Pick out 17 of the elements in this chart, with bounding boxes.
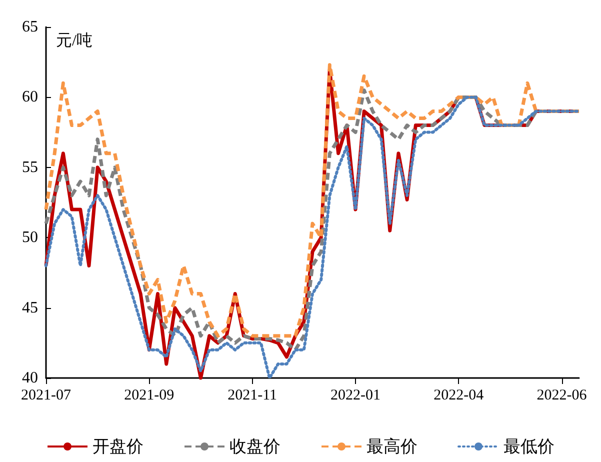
x-tick-label: 2021-11 xyxy=(228,388,278,404)
x-tick-label: 2022-04 xyxy=(434,388,484,404)
legend-label: 开盘价 xyxy=(92,437,144,456)
y-tick-label: 60 xyxy=(22,88,38,106)
legend-label: 最高价 xyxy=(366,437,418,456)
y-tick-label: 50 xyxy=(22,229,38,246)
y-axis-title: 元/吨 xyxy=(56,32,92,50)
legend-label: 收盘价 xyxy=(230,437,280,456)
y-tick-label: 45 xyxy=(22,299,38,316)
legend-label: 最低价 xyxy=(504,437,554,456)
x-tick-label: 2022-06 xyxy=(536,388,588,404)
y-tick-label: 55 xyxy=(22,158,38,176)
x-tick-label: 2021-09 xyxy=(124,388,174,404)
x-tick-label: 2021-07 xyxy=(21,388,72,404)
y-tick-label: 65 xyxy=(22,18,38,36)
x-tick-label: 2022-01 xyxy=(330,388,380,404)
y-tick-label: 40 xyxy=(22,370,38,386)
